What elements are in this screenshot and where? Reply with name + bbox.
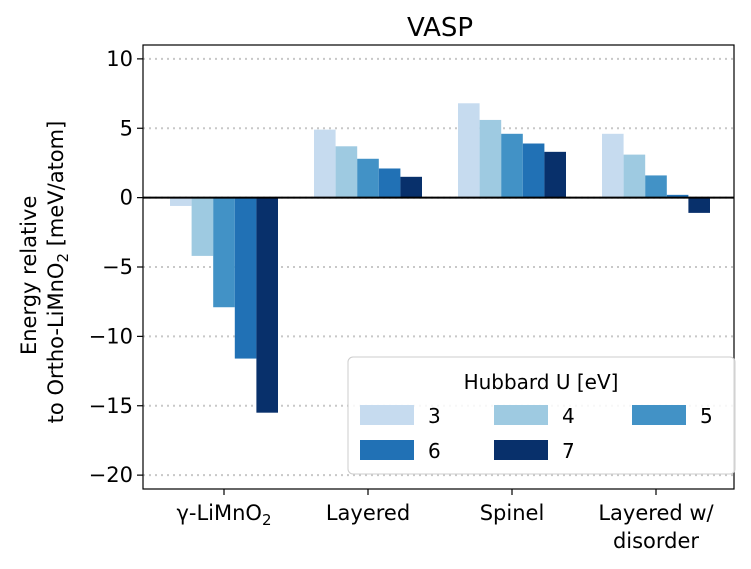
legend-label-u7: 7 xyxy=(562,439,575,463)
bar-u6-3 xyxy=(522,143,545,198)
bar-u4-1 xyxy=(191,197,214,256)
y-tick-label: 10 xyxy=(106,47,133,71)
bar-u5-4 xyxy=(645,175,667,198)
bar-u5-1 xyxy=(213,197,235,308)
bar-u7-1 xyxy=(256,197,278,413)
bar-u4-3 xyxy=(479,119,502,198)
bar-u6-4 xyxy=(666,194,689,198)
bar-u5-2 xyxy=(357,158,379,198)
y-axis-label: Energy relative to Ortho-LiMnO2 [meV/ato… xyxy=(17,121,72,424)
legend-swatch-u5 xyxy=(632,405,686,425)
bar-u6-2 xyxy=(378,168,401,198)
legend-label-u5: 5 xyxy=(700,404,713,428)
x-tick-label: Layered xyxy=(326,501,410,525)
bar-u3-1 xyxy=(170,197,192,206)
x-tick-label: Spinel xyxy=(480,501,545,525)
legend-swatch-u4 xyxy=(494,405,548,425)
bar-u5-3 xyxy=(501,133,523,198)
x-axis-ticks: γ-LiMnO2 Layered Spinel Layered w/disorder xyxy=(176,489,715,553)
y-axis-label-line1: Energy relative xyxy=(17,196,41,355)
x-tick-label-line2: disorder xyxy=(613,529,699,553)
x-tick-label: Layered w/ xyxy=(598,501,714,525)
bar-u4-4 xyxy=(623,154,646,198)
bar-u7-4 xyxy=(688,197,710,213)
bar-u3-3 xyxy=(458,103,480,198)
y-tick-label: 0 xyxy=(120,186,133,210)
y-tick-label: −5 xyxy=(102,255,133,279)
chart-title: VASP xyxy=(407,13,473,43)
legend-swatch-u3 xyxy=(360,405,414,425)
legend-title: Hubbard U [eV] xyxy=(464,370,619,394)
y-axis-label-line2: to Ortho-LiMnO2 [meV/atom] xyxy=(44,121,72,424)
legend: Hubbard U [eV] 3 4 5 6 7 xyxy=(347,356,736,475)
bars xyxy=(170,103,710,413)
bar-u4-2 xyxy=(335,146,358,198)
bar-u6-1 xyxy=(234,197,257,359)
x-tick-label: γ-LiMnO2 xyxy=(176,501,271,529)
legend-label-u6: 6 xyxy=(428,439,441,463)
legend-label-u3: 3 xyxy=(428,404,441,428)
y-tick-label: −15 xyxy=(89,394,133,418)
bar-u3-2 xyxy=(314,129,336,198)
bar-u7-3 xyxy=(544,151,566,198)
y-tick-label: −20 xyxy=(89,463,133,487)
y-tick-label: −10 xyxy=(89,324,133,348)
y-axis-ticks: 10 5 0 −5 −10 −15 −20 xyxy=(89,47,143,487)
bar-u3-4 xyxy=(602,133,624,198)
bar-u7-2 xyxy=(400,176,422,198)
legend-swatch-u7 xyxy=(494,440,548,460)
y-tick-label: 5 xyxy=(120,116,133,140)
legend-label-u4: 4 xyxy=(562,404,575,428)
legend-swatch-u6 xyxy=(360,440,414,460)
